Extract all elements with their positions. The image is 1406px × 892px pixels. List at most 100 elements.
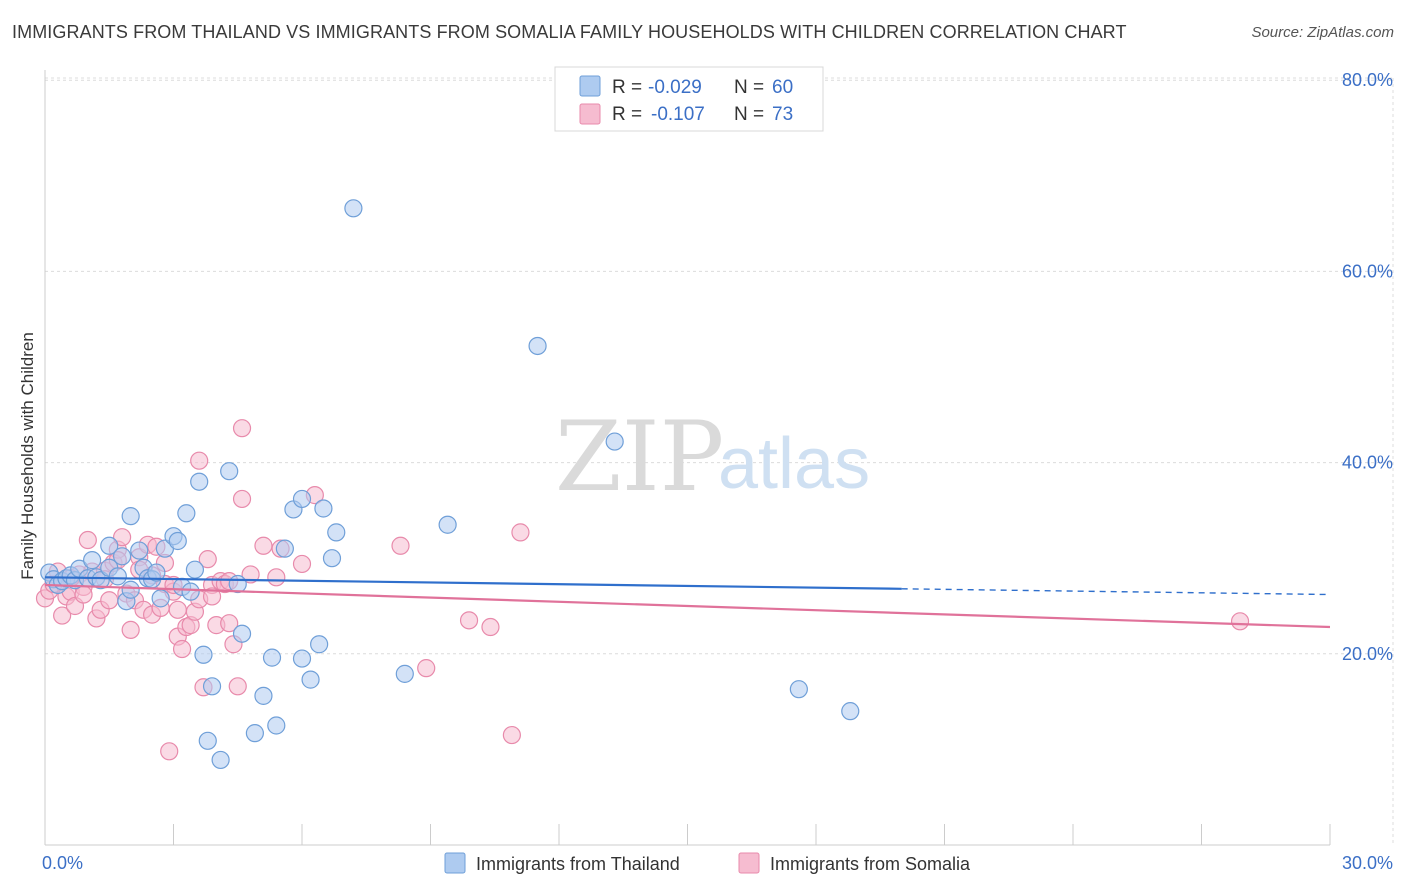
bottom-legend-swatch-somalia [738,852,760,874]
somalia-point [459,611,479,630]
somalia-point [254,536,273,555]
somalia-point [100,591,119,610]
x-axis-ticks [44,824,1331,845]
thailand-point [327,523,346,542]
thailand-point [841,702,860,721]
thailand-point [181,582,200,601]
thailand-point [605,432,624,451]
thailand-point [220,462,239,481]
bottom-legend-swatch-thailand [444,852,466,874]
somalia-point [172,639,192,659]
thailand-point [121,507,140,526]
thailand-point [245,724,264,743]
thailand-point [275,539,294,558]
y-axis-label: Family Households with Children [18,332,37,580]
somalia-point [391,536,410,555]
thailand-point [228,574,247,594]
legend-n-label-1: N = [734,77,764,98]
thailand-point [83,551,102,570]
thailand-point [292,489,312,509]
watermark-zip: ZIP [555,401,724,513]
thailand-point [438,515,457,534]
thailand-point [202,677,222,696]
somalia-point [190,451,209,470]
somalia-point [417,659,436,678]
thailand-point [789,680,808,699]
thailand-point [190,472,209,491]
thailand-point [254,686,273,705]
legend-n-label-2: N = [734,104,764,125]
somalia-point [502,725,521,745]
thailand-point [301,670,320,689]
y-tick-label: 40.0% [1342,453,1393,473]
y-tick-label: 80.0% [1342,70,1393,90]
thailand-point [198,731,217,750]
legend-r-label-1: R = [612,77,642,98]
legend-r-value-2: -0.107 [651,104,705,125]
somalia-point [198,550,217,569]
thailand-point [121,580,140,599]
legend-r-value-1: -0.029 [648,77,702,98]
somalia-point [481,617,500,637]
legend-n-value-2: 73 [772,104,793,125]
thailand-point [322,549,342,568]
somalia-point [220,614,239,633]
somalia-point [1230,612,1250,631]
somalia-point [241,565,260,584]
somalia-point [511,523,530,542]
somalia-point [202,587,222,606]
thailand-point [310,635,329,654]
chart-source: Source: ZipAtlas.com [1251,24,1394,41]
thailand-point [151,589,170,608]
x-tick-label-max: 30.0% [1342,853,1393,873]
thailand-point [232,624,252,643]
somalia-point [160,742,179,761]
somalia-point [53,606,72,625]
thailand-point [528,336,547,356]
thailand-point [194,645,213,664]
thailand-point [130,541,149,560]
somalia-point [168,600,187,619]
thailand-point [211,750,230,770]
somalia-point [121,620,140,640]
somalia-point [232,489,252,509]
bottom-legend-label-thailand: Immigrants from Thailand [476,854,680,874]
y-axis-tick-labels: 20.0% 40.0% 60.0% 80.0% [1342,70,1393,664]
grid-lines [45,77,1394,845]
bottom-legend: Immigrants from Thailand Immigrants from… [444,852,971,874]
legend-r-label-2: R = [612,104,642,125]
thailand-point [267,716,286,735]
top-legend: R = -0.029 N = 60 R = -0.107 N = 73 [554,66,824,132]
thailand-point [100,536,119,555]
thailand-point [262,648,282,667]
somalia-point [228,677,247,696]
y-tick-label: 20.0% [1342,644,1393,664]
somalia-point [292,554,312,574]
somalia-trend-line [44,583,1331,629]
thailand-point [91,571,110,590]
chart-title: IMMIGRANTS FROM THAILAND VS IMMIGRANTS F… [12,22,1127,42]
thailand-point [168,531,187,551]
somalia-point [267,568,286,587]
somalia-point [232,419,252,438]
thailand-trend-extension [901,588,1331,596]
thailand-point [344,199,363,218]
y-tick-label: 60.0% [1342,261,1393,281]
x-tick-label-min: 0.0% [42,853,83,873]
watermark-atlas: atlas [718,424,870,504]
trend-lines [44,576,1331,629]
somalia-point [78,530,97,550]
thailand-point [112,547,132,566]
thailand-point [147,563,166,582]
thailand-point [185,560,205,579]
somalia-point [112,528,132,547]
thailand-point [108,567,127,586]
thailand-point [314,499,333,518]
thailand-point [177,504,196,523]
legend-swatch-somalia [579,103,601,125]
legend-n-value-1: 60 [772,77,793,98]
legend-swatch-thailand [579,75,601,97]
thailand-point [292,649,312,668]
watermark: ZIP atlas [555,401,870,513]
